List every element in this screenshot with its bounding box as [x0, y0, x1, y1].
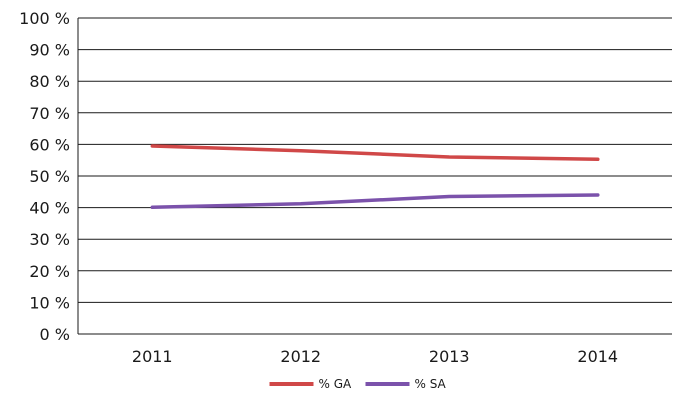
y-tick-label: 20 % [29, 262, 70, 281]
grid-layer [77, 17, 672, 335]
y-tick-label: 30 % [29, 230, 70, 249]
y-tick-label: 90 % [29, 41, 70, 60]
y-tick-label: 80 % [29, 72, 70, 91]
series-line-0 [150, 144, 600, 162]
x-tick-label: 2013 [429, 347, 470, 366]
y-tick-label: 100 % [19, 9, 70, 28]
x-tick-label: 2011 [132, 347, 173, 366]
y-tick-label: 50 % [29, 167, 70, 186]
y-tick-label: 10 % [29, 293, 70, 312]
legend-label-0: % GA [319, 377, 353, 391]
legend-label-1: % SA [415, 377, 447, 391]
y-axis-labels: 0 % 10 % 20 % 30 % 40 % 50 % 60 % 70 % 80 % 90 % 1… [19, 9, 70, 344]
y-tick-label: 70 % [29, 104, 70, 123]
legend: % GA % SA [269, 377, 447, 391]
series-layer [150, 144, 600, 210]
x-axis-labels: 2011 2012 2013 2014 [132, 347, 618, 366]
y-tick-label: 40 % [29, 199, 70, 218]
x-tick-label: 2014 [577, 347, 618, 366]
y-tick-label: 60 % [29, 135, 70, 154]
x-tick-label: 2012 [280, 347, 321, 366]
series-line-1 [150, 193, 600, 210]
y-tick-label: 0 % [40, 325, 70, 344]
